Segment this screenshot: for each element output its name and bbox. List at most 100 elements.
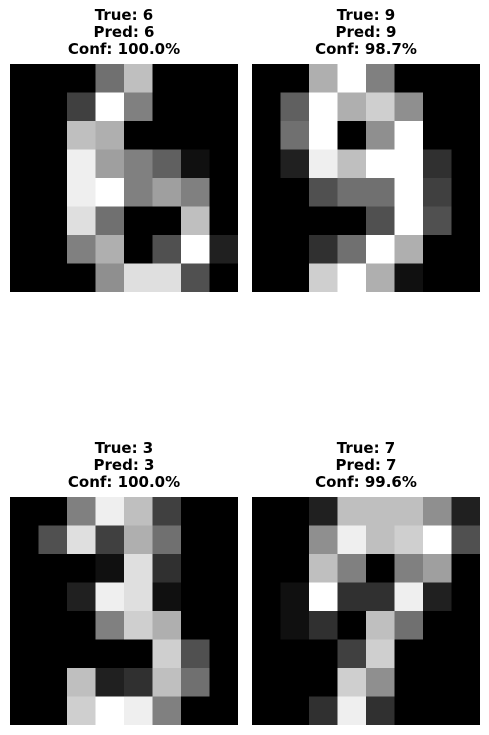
digit-pixel	[67, 121, 97, 151]
digit-pixel	[252, 149, 282, 179]
digit-pixel	[181, 235, 211, 265]
digit-pixel	[95, 554, 125, 584]
digit-pixel	[124, 497, 154, 527]
digit-pixel	[451, 206, 480, 236]
digit-pixel	[394, 582, 424, 612]
digit-pixel	[124, 149, 154, 179]
digit-pixel	[280, 639, 310, 669]
digit-pixel	[124, 639, 154, 669]
digit-pixel	[366, 92, 396, 122]
digit-pixel	[423, 206, 453, 236]
digit-pixel	[38, 668, 68, 698]
digit-pixel	[209, 554, 238, 584]
digit-image	[10, 497, 238, 725]
digit-pixel	[423, 639, 453, 669]
digit-pixel	[95, 263, 125, 292]
digit-pixel	[10, 206, 40, 236]
digit-pixel	[309, 178, 339, 208]
digit-pixel	[337, 178, 367, 208]
panel-title: True: 9 Pred: 9 Conf: 98.7%	[252, 7, 480, 58]
digit-pixel	[309, 149, 339, 179]
true-label: True: 6	[94, 6, 154, 24]
digit-pixel	[394, 178, 424, 208]
digit-pixel	[451, 64, 480, 94]
digit-pixel	[67, 235, 97, 265]
digit-pixel	[337, 149, 367, 179]
digit-pixel	[423, 696, 453, 725]
digit-image	[252, 64, 480, 292]
digit-pixel	[337, 639, 367, 669]
digit-pixel	[280, 235, 310, 265]
digit-pixel	[309, 235, 339, 265]
digit-pixel	[95, 525, 125, 555]
digit-pixel	[451, 497, 480, 527]
digit-pixel	[209, 611, 238, 641]
digit-pixel	[366, 639, 396, 669]
digit-pixel	[10, 497, 40, 527]
digit-pixel	[280, 64, 310, 94]
digit-image	[252, 497, 480, 725]
digit-pixel	[394, 639, 424, 669]
digit-pixel	[67, 497, 97, 527]
digit-pixel	[252, 696, 282, 725]
digit-pixel	[337, 525, 367, 555]
digit-pixel	[451, 92, 480, 122]
digit-pixel	[394, 668, 424, 698]
digit-pixel	[337, 668, 367, 698]
digit-pixel	[394, 121, 424, 151]
digit-pixel	[124, 582, 154, 612]
digit-pixel	[451, 639, 480, 669]
digit-pixel	[95, 696, 125, 725]
digit-pixel	[209, 149, 238, 179]
digit-pixel	[181, 121, 211, 151]
digit-pixel	[252, 64, 282, 94]
digit-pixel	[423, 582, 453, 612]
digit-pixel	[67, 582, 97, 612]
digit-pixel	[152, 149, 182, 179]
digit-pixel	[181, 611, 211, 641]
digit-pixel	[337, 263, 367, 292]
digit-pixel	[309, 554, 339, 584]
digit-pixel	[394, 92, 424, 122]
digit-pixel	[252, 235, 282, 265]
digit-pixel	[280, 668, 310, 698]
digit-pixel	[394, 696, 424, 725]
digit-pixel	[309, 582, 339, 612]
digit-pixel	[95, 149, 125, 179]
digit-pixel	[252, 525, 282, 555]
digit-pixel	[366, 582, 396, 612]
digit-pixel	[309, 611, 339, 641]
digit-pixel	[451, 263, 480, 292]
digit-pixel	[67, 64, 97, 94]
digit-pixel	[394, 497, 424, 527]
digit-pixel	[152, 235, 182, 265]
digit-pixel	[10, 263, 40, 292]
digit-pixel	[337, 92, 367, 122]
digit-pixel	[309, 92, 339, 122]
digit-pixel	[423, 64, 453, 94]
digit-pixel	[280, 206, 310, 236]
digit-pixel	[280, 497, 310, 527]
digit-pixel	[209, 525, 238, 555]
digit-pixel	[309, 639, 339, 669]
digit-pixel	[124, 121, 154, 151]
digit-pixel	[95, 497, 125, 527]
digit-pixel	[95, 668, 125, 698]
true-label: True: 7	[336, 439, 396, 457]
digit-pixel	[394, 206, 424, 236]
digit-pixel	[451, 178, 480, 208]
digit-pixel	[152, 178, 182, 208]
digit-pixel	[67, 149, 97, 179]
digit-pixel	[280, 554, 310, 584]
digit-pixel	[394, 611, 424, 641]
pred-label: Pred: 9	[335, 23, 397, 41]
digit-pixel	[451, 668, 480, 698]
digit-pixel	[394, 64, 424, 94]
digit-pixel	[337, 554, 367, 584]
digit-pixel	[451, 121, 480, 151]
digit-pixel	[152, 582, 182, 612]
digit-pixel	[280, 121, 310, 151]
pred-label: Pred: 7	[335, 456, 397, 474]
digit-pixel	[124, 206, 154, 236]
digit-pixel	[366, 64, 396, 94]
